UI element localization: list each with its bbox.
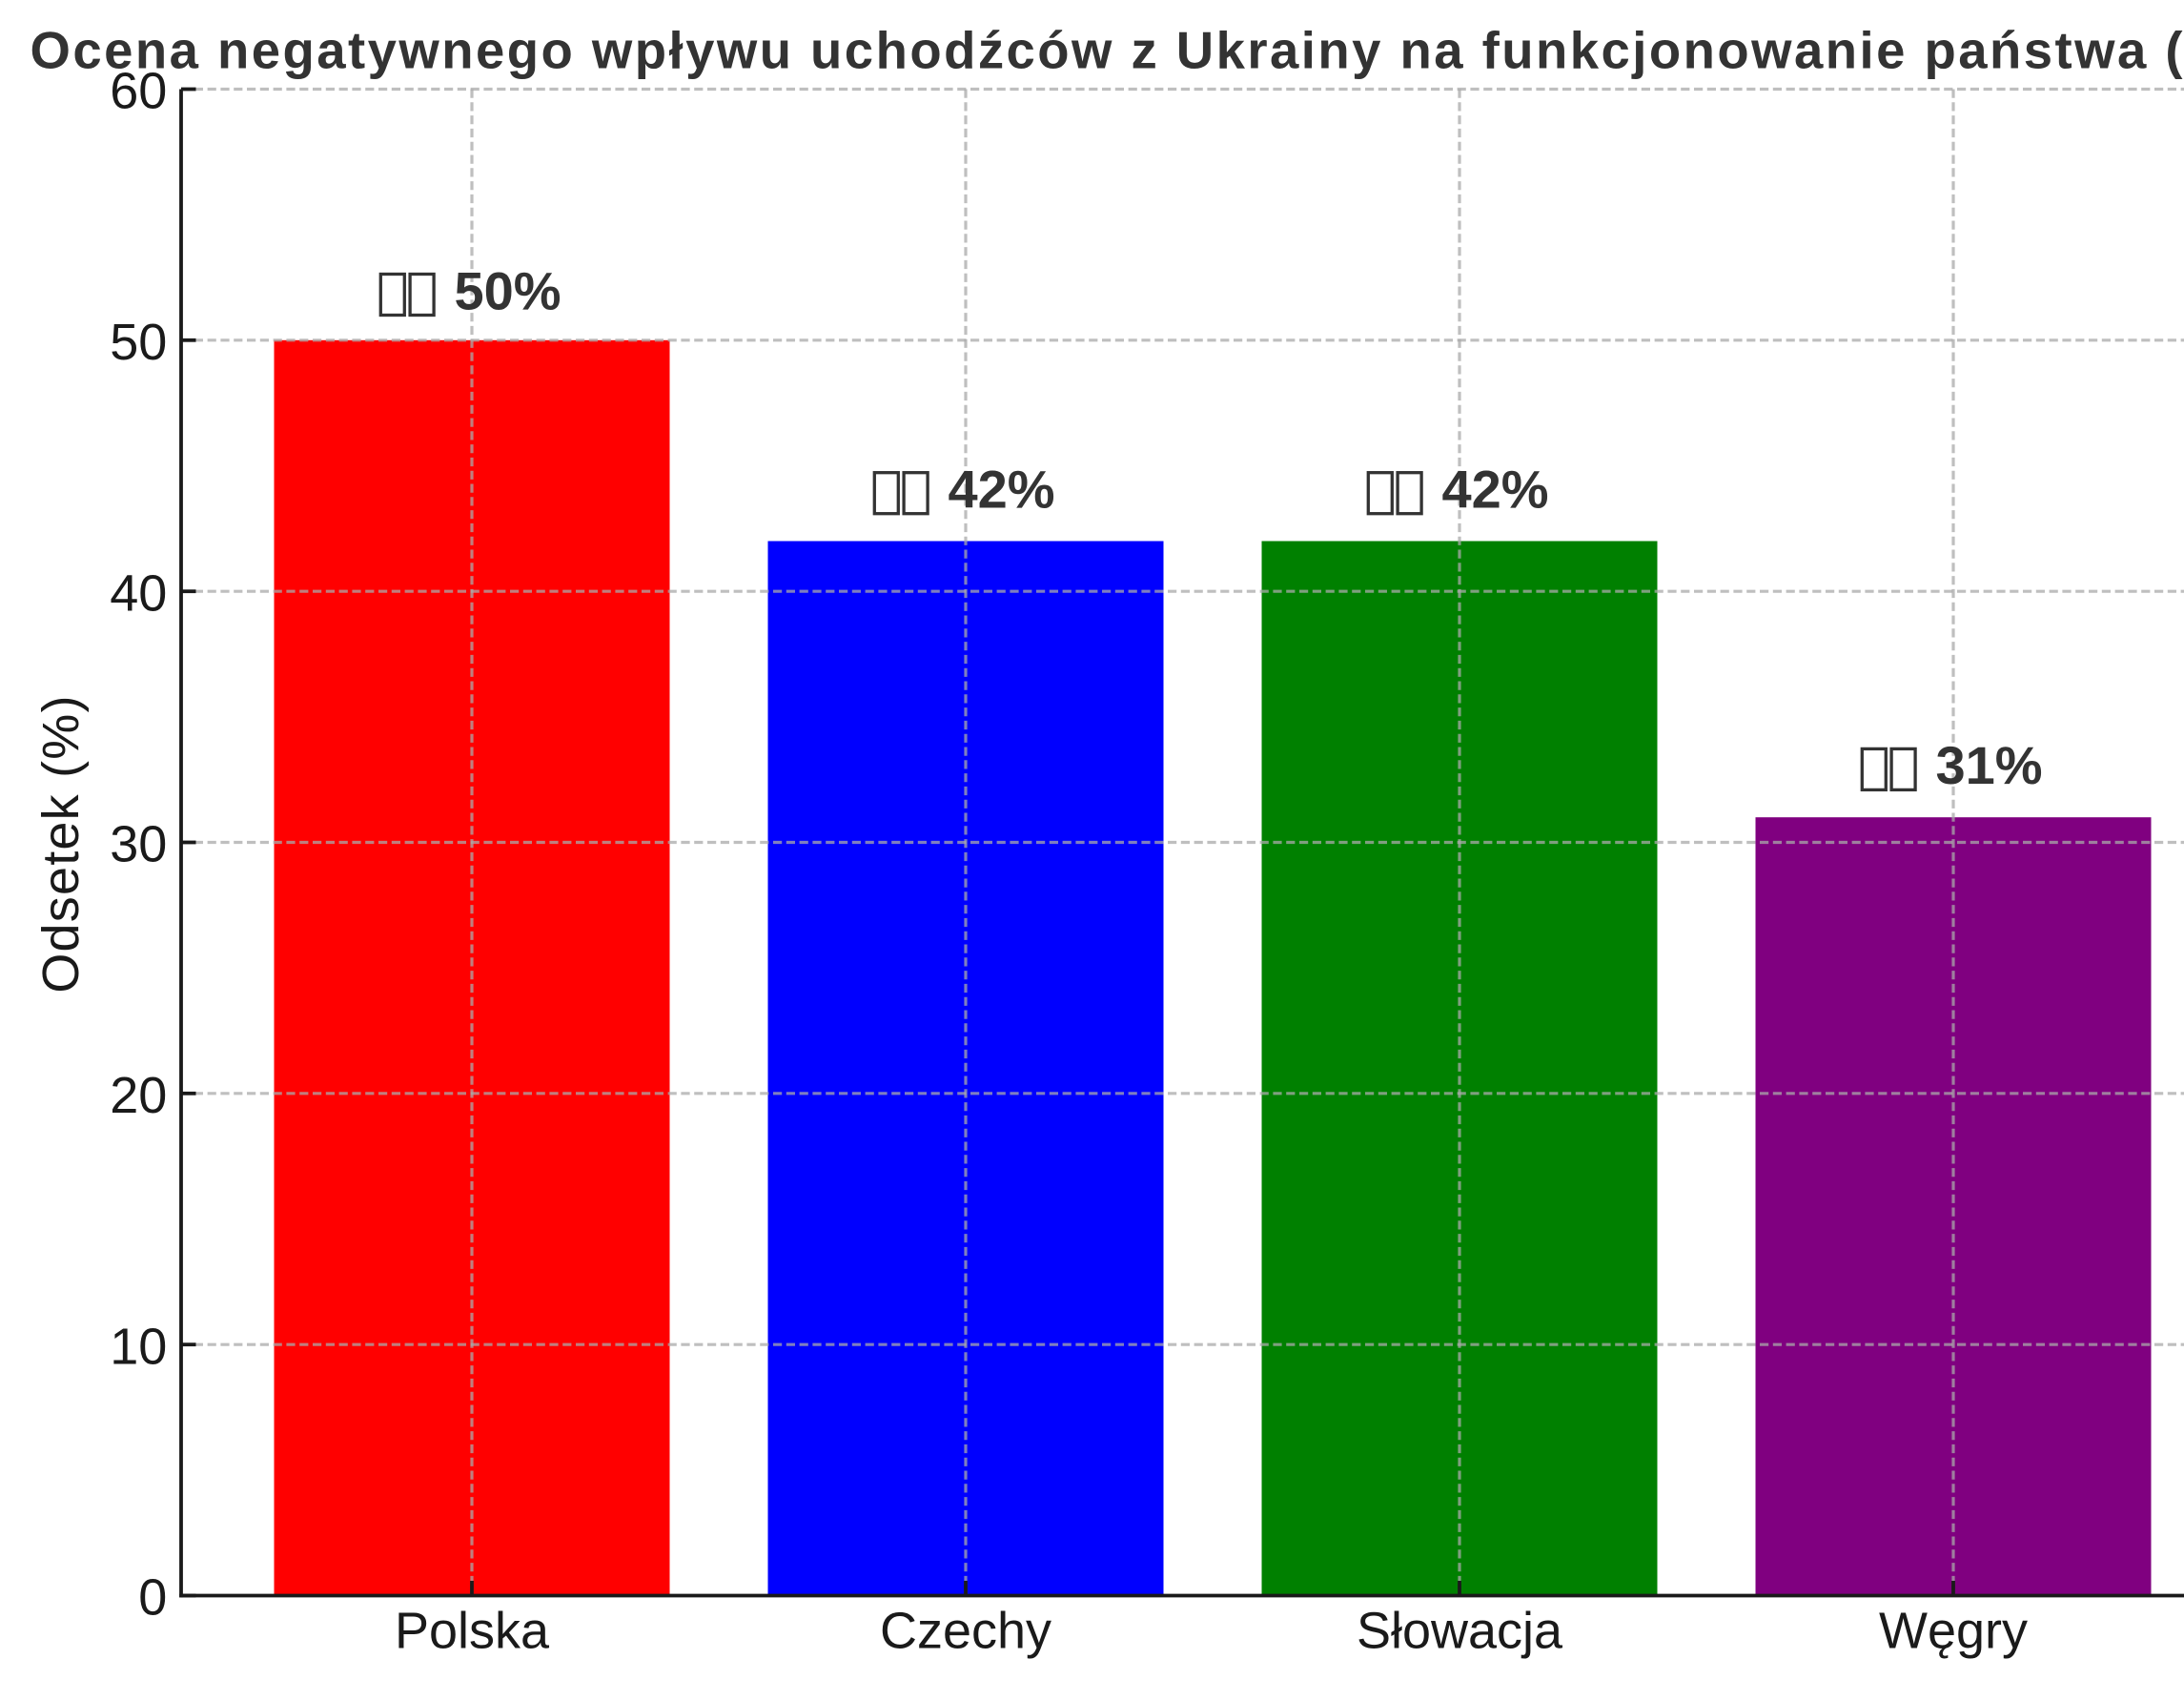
- svg-text:Ocena negatywnego wpływu uchod: Ocena negatywnego wpływu uchodźców z Ukr…: [31, 21, 2184, 79]
- svg-text:0: 0: [138, 1569, 167, 1627]
- svg-text:40: 40: [110, 564, 167, 622]
- svg-text:30: 30: [110, 816, 167, 873]
- svg-text:Czechy: Czechy: [880, 1602, 1051, 1659]
- svg-text:Słowacja: Słowacja: [1357, 1602, 1563, 1659]
- svg-text:50%: 50%: [455, 260, 561, 320]
- svg-text:31%: 31%: [1936, 735, 2043, 795]
- svg-text:10: 10: [110, 1318, 167, 1375]
- svg-text:60: 60: [110, 63, 167, 120]
- svg-text:Odsetek (%): Odsetek (%): [32, 694, 90, 993]
- svg-text:42%: 42%: [949, 460, 1055, 520]
- svg-text:Węgry: Węgry: [1879, 1602, 2028, 1659]
- svg-text:20: 20: [110, 1067, 167, 1124]
- svg-text:50: 50: [110, 314, 167, 371]
- svg-text:Polska: Polska: [395, 1602, 550, 1659]
- svg-text:42%: 42%: [1442, 460, 1549, 520]
